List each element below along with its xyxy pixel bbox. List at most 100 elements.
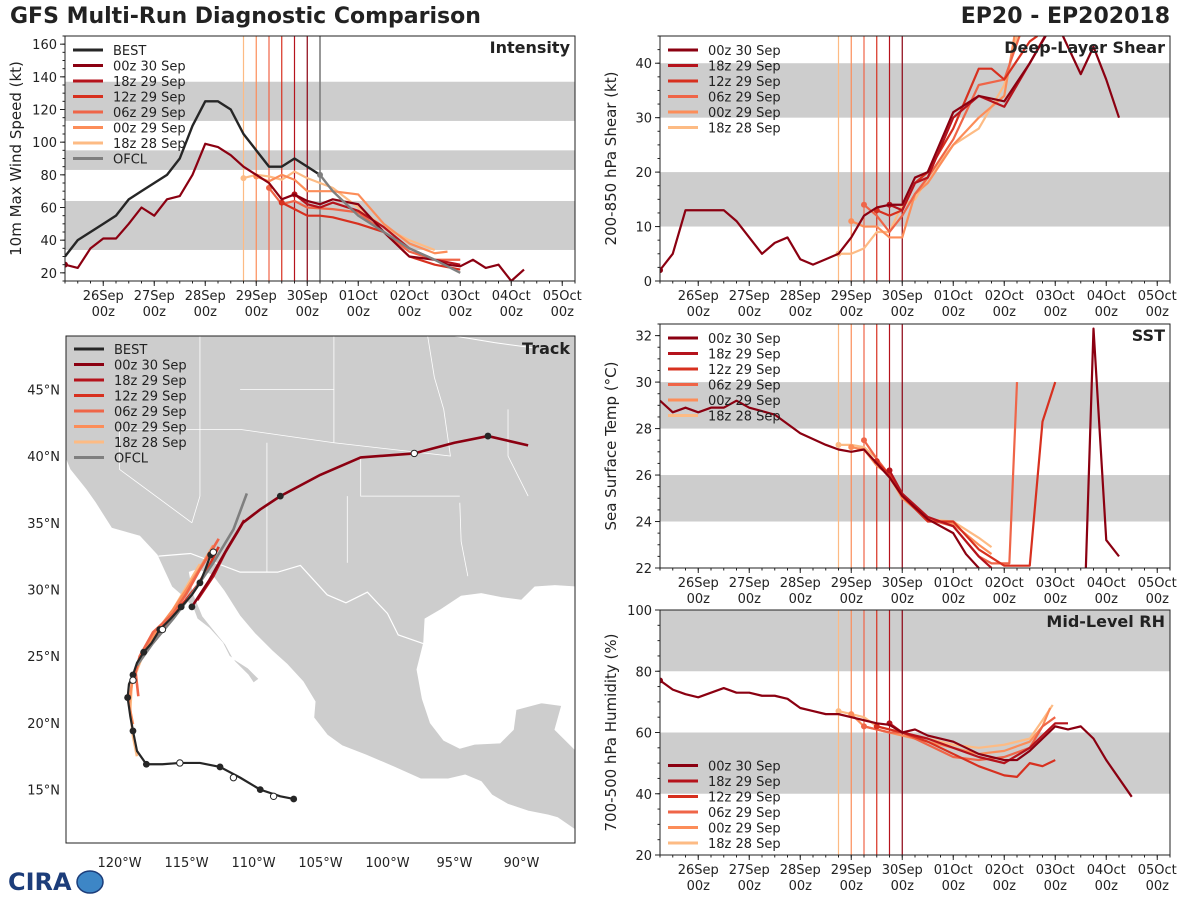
x-tick-hour: 00z <box>347 305 371 320</box>
x-tick-hour: 00z <box>840 592 864 607</box>
x-tick-hour: 00z <box>92 305 116 320</box>
y-tick-label: 80 <box>40 169 57 184</box>
x-tick-hour: 00z <box>738 592 762 607</box>
best-track-point <box>216 763 224 771</box>
x-tick-hour: 00z <box>449 305 473 320</box>
x-tick-date: 01Oct <box>934 289 973 304</box>
legend-label: 18z 29 Sep <box>708 775 781 790</box>
y-tick-label: 0 <box>644 275 652 290</box>
x-tick-hour: 00z <box>687 305 711 320</box>
legend-label: 00z 29 Sep <box>708 822 781 837</box>
series-line <box>660 36 1121 271</box>
state-line <box>459 502 469 577</box>
legend-label: 18z 29 Sep <box>708 60 781 75</box>
x-tick-date: 05Oct <box>1138 289 1177 304</box>
legend-label: 00z 29 Sep <box>114 421 187 436</box>
state-line <box>507 409 529 497</box>
map-layer <box>66 336 575 831</box>
x-tick-hour: 00z <box>194 305 218 320</box>
panel-title: Track <box>522 339 570 358</box>
y-tick-label: 20 <box>635 849 652 864</box>
y-axis-label: Sea Surface Temp (°C) <box>602 361 620 530</box>
legend-label: 06z 29 Sep <box>708 379 781 394</box>
shaded-band <box>660 475 1170 522</box>
best-track-point <box>196 579 204 587</box>
x-tick-date: 28Sep <box>780 576 821 591</box>
init-point <box>886 467 893 474</box>
y-tick-label: 10 <box>635 221 652 236</box>
x-tick-date: 29Sep <box>831 289 872 304</box>
x-tick-date: 05Oct <box>543 289 582 304</box>
x-tick-hour: 00z <box>1044 592 1068 607</box>
init-point <box>660 267 663 274</box>
legend-label: OFCL <box>113 153 148 168</box>
x-tick-hour: 00z <box>891 305 915 320</box>
x-tick-date: 29Sep <box>236 289 277 304</box>
track-frame <box>65 335 576 844</box>
init-point <box>848 444 855 451</box>
panel-title: SST <box>1132 326 1165 345</box>
latitude-label: 45°N <box>27 383 60 398</box>
x-tick-date: 26Sep <box>678 863 719 878</box>
series-line <box>863 716 1056 762</box>
series-line <box>65 142 525 281</box>
track-series-line <box>190 434 529 608</box>
longitude-label: 120°W <box>97 856 141 871</box>
x-tick-hour: 00z <box>840 305 864 320</box>
best-track-hollow-point <box>129 676 137 684</box>
y-tick-label: 100 <box>627 604 652 619</box>
init-point <box>835 708 842 715</box>
track-series-line <box>134 538 220 697</box>
x-tick-hour: 00z <box>993 879 1017 894</box>
x-tick-date: 29Sep <box>831 576 872 591</box>
longitude-label: 110°W <box>231 856 275 871</box>
x-tick-hour: 00z <box>1146 305 1170 320</box>
x-tick-date: 29Sep <box>831 863 872 878</box>
shear-panel: 01020304026Sep00z27Sep00z28Sep00z29Sep00… <box>602 35 1177 320</box>
x-tick-date: 05Oct <box>1138 576 1177 591</box>
longitude-label: 115°W <box>164 856 208 871</box>
x-tick-hour: 00z <box>245 305 269 320</box>
panel-title: Deep-Layer Shear <box>1004 38 1165 57</box>
state-line <box>191 336 201 523</box>
x-tick-hour: 00z <box>1146 592 1170 607</box>
x-tick-hour: 00z <box>1146 879 1170 894</box>
panel-title: Intensity <box>490 38 571 57</box>
series-line <box>888 469 993 568</box>
x-tick-date: 01Oct <box>934 863 973 878</box>
init-point <box>660 677 663 684</box>
legend-label: 00z 29 Sep <box>113 122 186 137</box>
x-tick-hour: 00z <box>500 305 524 320</box>
best-track-point <box>129 671 137 679</box>
best-track-hollow-point <box>176 759 184 767</box>
series-line <box>838 36 1019 255</box>
x-tick-date: 04Oct <box>492 289 531 304</box>
init-point <box>873 723 880 730</box>
latitude-label: 15°N <box>27 784 60 799</box>
x-tick-hour: 00z <box>398 305 422 320</box>
y-axis-label: 200-850 hPa Shear (kt) <box>602 72 620 246</box>
best-track-hollow-point <box>269 792 278 801</box>
best-track-point <box>140 648 148 656</box>
x-tick-date: 28Sep <box>780 289 821 304</box>
x-tick-hour: 00z <box>687 879 711 894</box>
x-tick-date: 03Oct <box>1036 289 1075 304</box>
panel-title: Mid-Level RH <box>1046 612 1165 631</box>
run-position-point <box>484 432 492 440</box>
ofcl-line <box>319 174 461 274</box>
x-tick-date: 03Oct <box>441 289 480 304</box>
legend-label: 12z 29 Sep <box>113 91 186 106</box>
longitude-label: 90°W <box>503 856 539 871</box>
legend-label: 18z 29 Sep <box>114 374 187 389</box>
legend-label: 18z 29 Sep <box>708 348 781 363</box>
legend-label: 06z 29 Sep <box>708 91 781 106</box>
x-tick-hour: 00z <box>296 305 320 320</box>
state-line <box>360 456 460 497</box>
x-tick-hour: 00z <box>143 305 167 320</box>
legend-label: 12z 29 Sep <box>708 363 781 378</box>
x-tick-date: 27Sep <box>134 289 175 304</box>
run-position-hollow-point <box>410 449 418 458</box>
longitude-label: 100°W <box>365 856 409 871</box>
x-tick-date: 03Oct <box>1036 863 1075 878</box>
best-track-hollow-point <box>209 548 218 556</box>
